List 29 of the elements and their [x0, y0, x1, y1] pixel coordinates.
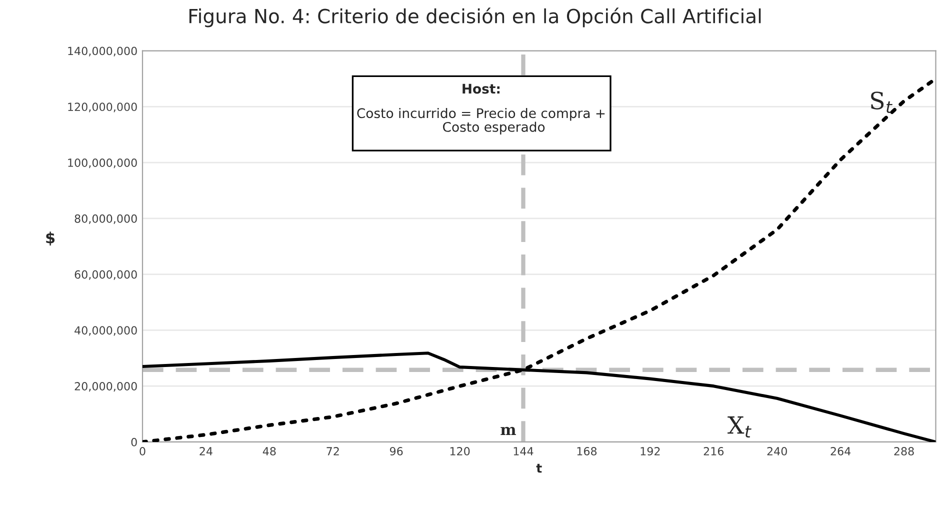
y-tick-label: 20,000,000 [74, 382, 137, 392]
annotation: Host: [462, 84, 500, 94]
x-tick-label: 48 [262, 447, 276, 456]
y-axis-title: $ [46, 232, 55, 246]
y-tick-label: 40,000,000 [74, 326, 137, 336]
x-tick-label: 192 [640, 447, 660, 456]
x-tick-label: 24 [200, 447, 212, 456]
x-tick-label: 96 [390, 447, 403, 456]
x-tick-label: 240 [767, 447, 787, 456]
annotation: m [500, 426, 516, 435]
x-tick-label: 0 [140, 447, 146, 456]
chart-title: Figura No. 4: Criterio de decisión en la Opción Call Artificial [189, 8, 761, 28]
y-tick-label: 140,000,000 [68, 46, 137, 56]
y-tick-label: 60,000,000 [74, 270, 137, 280]
x-axis-title: t [536, 464, 542, 473]
series-label: S$_{t}$ [871, 92, 892, 113]
x-tick-label: 168 [577, 447, 597, 456]
x-tick-label: 72 [326, 447, 339, 456]
x-tick-label: 264 [830, 447, 851, 456]
y-tick-label: 0 [131, 438, 137, 446]
y-tick-label: 120,000,000 [68, 102, 137, 112]
x-tick-label: 120 [450, 447, 470, 456]
annotation: Costo incurrido = Precio de compra + Costo esperado [357, 108, 605, 134]
y-tick-label: 100,000,000 [68, 158, 137, 168]
x-tick-label: 216 [704, 447, 724, 456]
x-tick-label: 288 [894, 447, 914, 456]
y-tick-label: 80,000,000 [74, 214, 137, 224]
x-tick-label: 144 [514, 447, 534, 456]
series-label: X$_{t}$ [728, 416, 752, 438]
